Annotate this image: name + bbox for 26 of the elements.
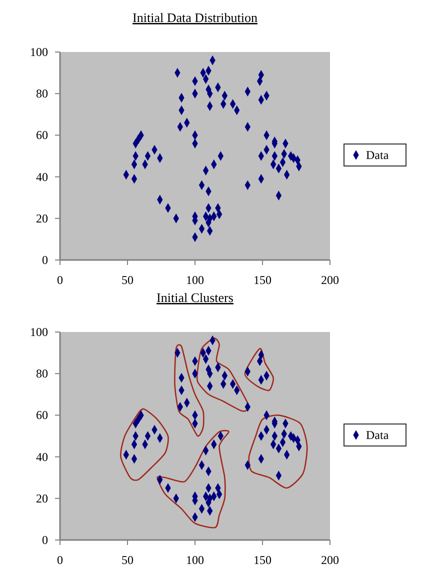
y-tick-label: 60	[36, 128, 48, 142]
x-tick-label: 50	[122, 273, 134, 287]
x-tick-label: 100	[186, 273, 204, 287]
y-tick-label: 40	[36, 450, 48, 464]
y-tick-label: 60	[36, 408, 48, 422]
y-tick-label: 20	[36, 211, 48, 226]
y-tick-label: 80	[36, 366, 48, 381]
chart-title: Initial Data Distribution	[132, 10, 258, 25]
chart-title: Initial Clusters	[156, 290, 234, 305]
y-tick-label: 80	[36, 86, 48, 101]
legend-label: Data	[366, 148, 390, 162]
x-tick-label: 50	[122, 553, 134, 567]
y-tick-label: 40	[36, 170, 48, 184]
x-tick-label: 100	[186, 553, 204, 567]
x-tick-label: 0	[57, 273, 63, 287]
y-tick-label: 100	[30, 45, 48, 59]
x-tick-label: 150	[254, 553, 272, 567]
y-tick-label: 100	[30, 325, 48, 339]
y-tick-label: 0	[42, 533, 48, 547]
x-tick-label: 200	[321, 553, 339, 567]
x-tick-label: 200	[321, 273, 339, 287]
y-tick-label: 20	[36, 491, 48, 506]
x-tick-label: 150	[254, 273, 272, 287]
x-tick-label: 0	[57, 553, 63, 567]
y-tick-label: 0	[42, 253, 48, 267]
legend-label: Data	[366, 428, 390, 442]
